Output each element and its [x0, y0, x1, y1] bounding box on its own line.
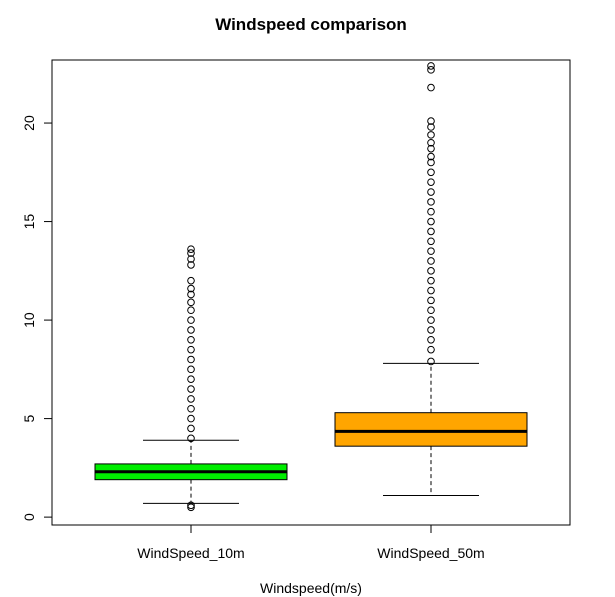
outlier-point	[187, 245, 195, 253]
outlier-point	[187, 434, 195, 443]
outlier-point	[427, 152, 435, 161]
outlier-point	[427, 227, 435, 236]
x-axis: WindSpeed_10m WindSpeed_50m	[137, 524, 485, 561]
boxes-layer	[94, 62, 528, 512]
y-tick-label: 20	[21, 115, 37, 131]
outlier-point	[427, 217, 435, 226]
outlier-point	[187, 501, 195, 510]
outlier-point	[427, 345, 435, 354]
outlier-point	[427, 326, 435, 334]
outlier-point	[187, 414, 195, 423]
outlier-point	[187, 365, 195, 374]
outlier-point	[187, 316, 195, 324]
outlier-point	[187, 385, 195, 393]
outlier-point	[187, 276, 195, 285]
y-tick-label: 5	[21, 415, 37, 423]
outlier-point	[187, 284, 195, 293]
outlier-point	[187, 298, 195, 307]
outlier-point	[187, 255, 195, 263]
y-tick-label: 10	[21, 312, 37, 328]
outlier-point	[427, 62, 435, 70]
outlier-point	[427, 178, 435, 186]
outlier-point	[427, 168, 435, 177]
outlier-point	[187, 503, 195, 512]
outlier-point	[187, 404, 195, 413]
outlier-point	[427, 131, 435, 139]
outlier-point	[427, 188, 435, 196]
y-tick-label: 0	[21, 513, 37, 521]
outlier-point	[427, 247, 435, 255]
y-axis: 0 5 10 15 20	[21, 115, 53, 521]
outlier-point	[187, 335, 195, 344]
outlier-point	[187, 290, 195, 299]
outlier-point	[187, 345, 195, 354]
outlier-point	[427, 144, 435, 153]
outlier-point	[187, 326, 195, 334]
outlier-point	[427, 158, 435, 167]
box-iqr	[334, 412, 528, 447]
outlier-point	[427, 66, 435, 74]
outlier-point	[427, 286, 435, 295]
outlier-point	[187, 375, 195, 383]
outlier-point	[427, 357, 435, 366]
outlier-point	[187, 355, 195, 364]
outlier-point	[427, 335, 435, 344]
outlier-point	[427, 257, 435, 265]
x-axis-label: Windspeed(m/s)	[260, 580, 362, 596]
y-tick-label: 15	[21, 214, 37, 230]
outlier-point	[427, 267, 435, 275]
outlier-point	[427, 237, 435, 246]
plot-frame	[51, 59, 571, 526]
outlier-point	[427, 198, 435, 206]
outlier-point	[427, 306, 435, 315]
outlier-point	[187, 306, 195, 315]
outlier-point	[427, 138, 435, 147]
chart-title: Windspeed comparison	[215, 15, 407, 34]
outlier-point	[187, 424, 195, 433]
outlier-point	[427, 296, 435, 305]
outlier-point	[187, 261, 195, 269]
outlier-point	[427, 83, 435, 92]
outlier-point	[427, 276, 435, 285]
x-tick-label: WindSpeed_10m	[137, 545, 244, 561]
outlier-point	[187, 249, 195, 257]
outlier-point	[427, 117, 435, 125]
box-WindSpeed_10m	[94, 245, 288, 512]
box-WindSpeed_50m	[334, 62, 528, 496]
outlier-point	[427, 316, 435, 324]
outlier-point	[427, 207, 435, 216]
outlier-point	[187, 395, 195, 403]
outlier-point	[427, 123, 435, 131]
x-tick-label: WindSpeed_50m	[377, 545, 484, 561]
